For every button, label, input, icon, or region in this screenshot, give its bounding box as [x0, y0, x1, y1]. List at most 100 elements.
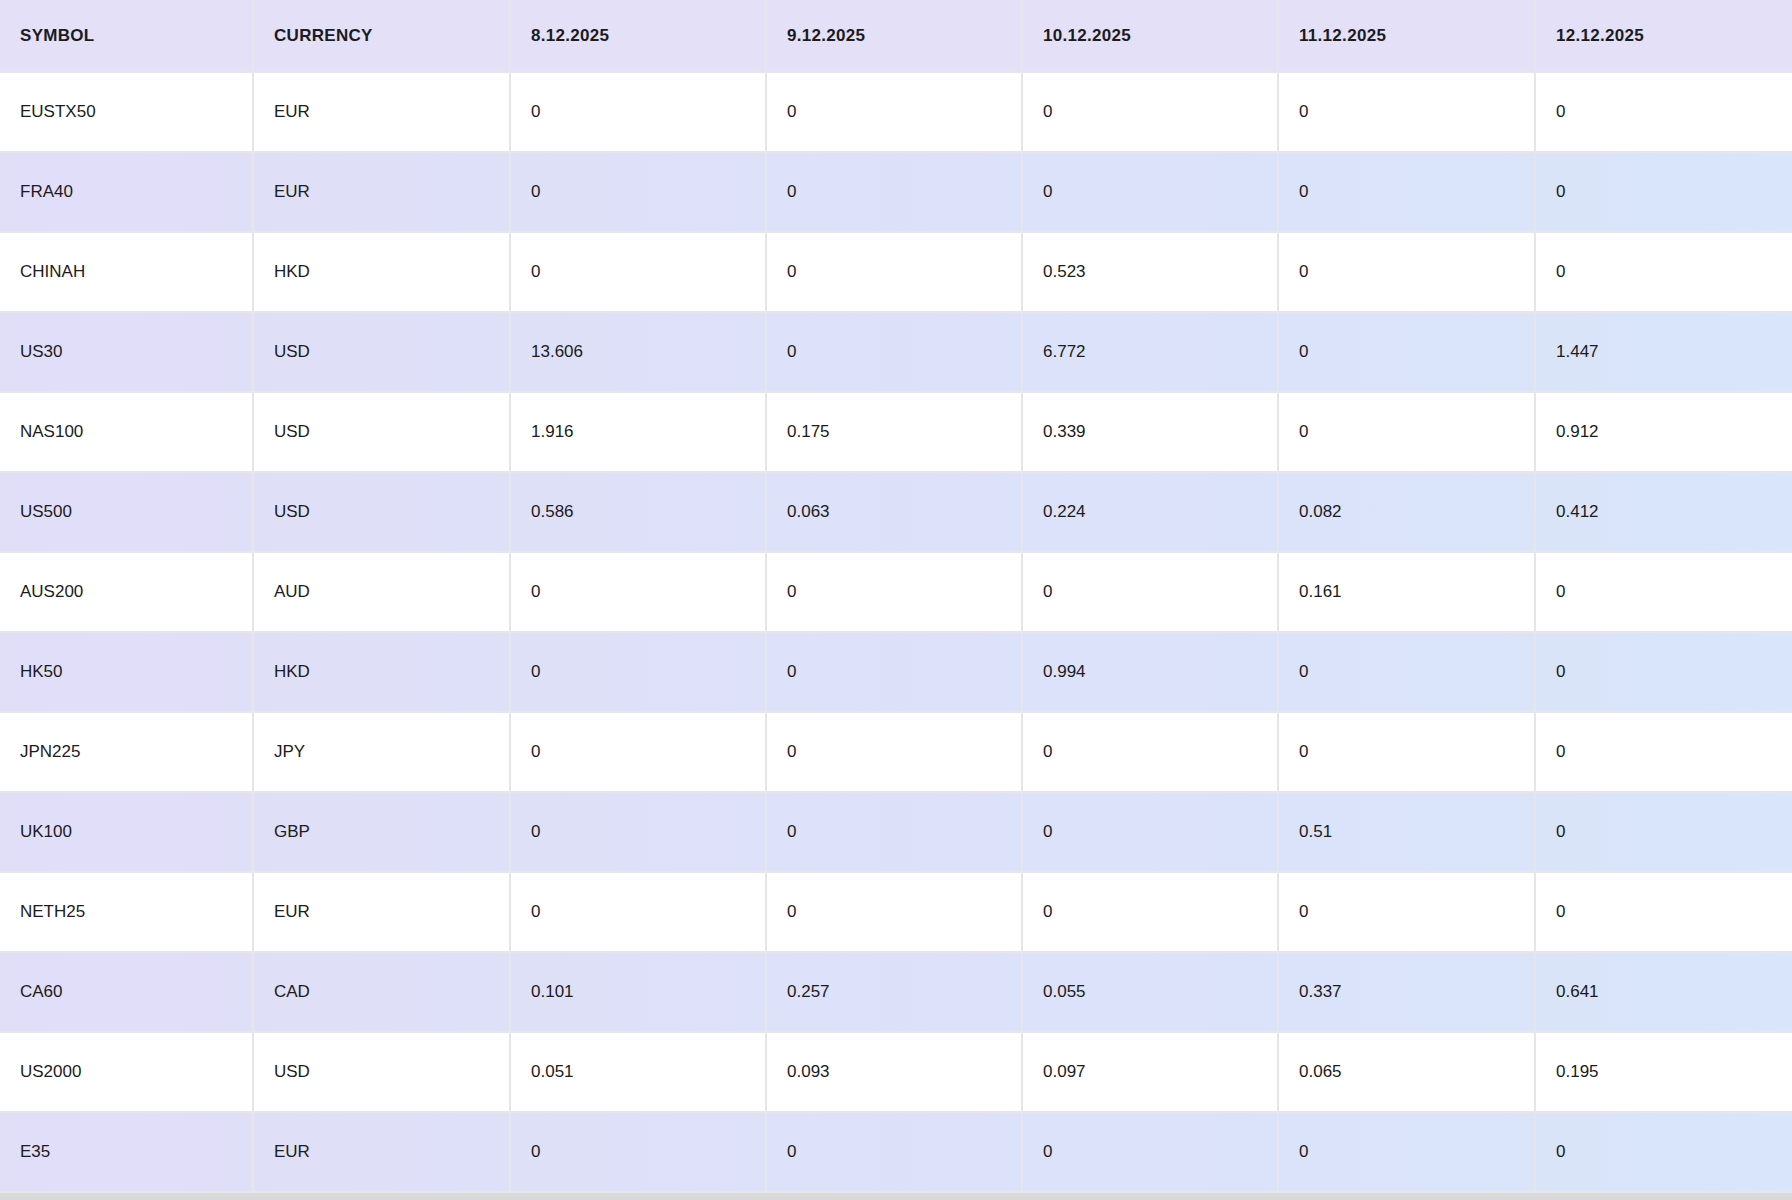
value-cell: 0: [1535, 632, 1792, 712]
currency-cell: HKD: [253, 232, 510, 312]
value-cell: 0: [766, 1112, 1022, 1192]
table-row: NAS100USD1.9160.1750.33900.912: [0, 392, 1792, 472]
symbol-cell: CHINAH: [0, 232, 253, 312]
table-row: JPN225JPY00000: [0, 712, 1792, 792]
symbol-cell: JPN225: [0, 712, 253, 792]
currency-cell: HKD: [253, 632, 510, 712]
value-cell: 0: [510, 712, 766, 792]
value-cell: 0: [510, 872, 766, 952]
symbol-cell: UK100: [0, 792, 253, 872]
value-cell: 1.916: [510, 392, 766, 472]
table-body: EUSTX50EUR00000FRA40EUR00000CHINAHHKD000…: [0, 72, 1792, 1192]
currency-cell: AUD: [253, 552, 510, 632]
value-cell: 0: [1022, 1112, 1278, 1192]
column-header-currency: CURRENCY: [253, 0, 510, 72]
value-cell: 0: [510, 552, 766, 632]
table-row: CHINAHHKD000.52300: [0, 232, 1792, 312]
value-cell: 0.339: [1022, 392, 1278, 472]
value-cell: 0.065: [1278, 1032, 1535, 1112]
value-cell: 0: [1278, 312, 1535, 392]
value-cell: 0.101: [510, 952, 766, 1032]
symbol-cell: FRA40: [0, 152, 253, 232]
value-cell: 0.337: [1278, 952, 1535, 1032]
table-row: US30USD13.60606.77201.447: [0, 312, 1792, 392]
value-cell: 0.257: [766, 952, 1022, 1032]
value-cell: 0: [1022, 712, 1278, 792]
value-cell: 0.055: [1022, 952, 1278, 1032]
value-cell: 0: [1022, 72, 1278, 152]
currency-cell: USD: [253, 312, 510, 392]
symbol-cell: US30: [0, 312, 253, 392]
symbol-cell: AUS200: [0, 552, 253, 632]
currency-cell: CAD: [253, 952, 510, 1032]
value-cell: 0: [1278, 872, 1535, 952]
value-cell: 0: [510, 632, 766, 712]
value-cell: 0: [766, 312, 1022, 392]
bottom-edge: [0, 1193, 1792, 1200]
symbol-cell: NAS100: [0, 392, 253, 472]
table-row: NETH25EUR00000: [0, 872, 1792, 952]
value-cell: 0: [1022, 872, 1278, 952]
symbol-cell: HK50: [0, 632, 253, 712]
currency-cell: GBP: [253, 792, 510, 872]
value-cell: 0.523: [1022, 232, 1278, 312]
value-cell: 0.097: [1022, 1032, 1278, 1112]
value-cell: 0: [1278, 1112, 1535, 1192]
column-header-date-2: 9.12.2025: [766, 0, 1022, 72]
value-cell: 0: [510, 1112, 766, 1192]
value-cell: 0: [1535, 552, 1792, 632]
value-cell: 6.772: [1022, 312, 1278, 392]
table-row: US500USD0.5860.0630.2240.0820.412: [0, 472, 1792, 552]
value-cell: 0: [1535, 792, 1792, 872]
value-cell: 0: [766, 72, 1022, 152]
value-cell: 0: [766, 152, 1022, 232]
column-header-date-4: 11.12.2025: [1278, 0, 1535, 72]
value-cell: 0.195: [1535, 1032, 1792, 1112]
symbol-cell: US500: [0, 472, 253, 552]
value-cell: 0.412: [1535, 472, 1792, 552]
symbol-cell: NETH25: [0, 872, 253, 952]
value-cell: 0.912: [1535, 392, 1792, 472]
symbol-cell: E35: [0, 1112, 253, 1192]
value-cell: 0: [510, 72, 766, 152]
value-cell: 0.175: [766, 392, 1022, 472]
currency-cell: USD: [253, 392, 510, 472]
value-cell: 0: [1535, 872, 1792, 952]
currency-cell: EUR: [253, 152, 510, 232]
value-cell: 0.586: [510, 472, 766, 552]
currency-cell: USD: [253, 472, 510, 552]
column-header-date-5: 12.12.2025: [1535, 0, 1792, 72]
value-cell: 0.994: [1022, 632, 1278, 712]
value-cell: 0.063: [766, 472, 1022, 552]
value-cell: 0: [1278, 712, 1535, 792]
value-cell: 0: [766, 552, 1022, 632]
currency-cell: JPY: [253, 712, 510, 792]
value-cell: 0: [510, 792, 766, 872]
column-header-symbol: SYMBOL: [0, 0, 253, 72]
currency-cell: EUR: [253, 872, 510, 952]
symbol-cell: EUSTX50: [0, 72, 253, 152]
value-cell: 0.161: [1278, 552, 1535, 632]
value-cell: 0: [510, 232, 766, 312]
value-cell: 0: [766, 712, 1022, 792]
symbol-rates-table: SYMBOL CURRENCY 8.12.2025 9.12.2025 10.1…: [0, 0, 1792, 1193]
value-cell: 13.606: [510, 312, 766, 392]
value-cell: 0.093: [766, 1032, 1022, 1112]
currency-cell: EUR: [253, 1112, 510, 1192]
value-cell: 0: [1022, 152, 1278, 232]
table-row: EUSTX50EUR00000: [0, 72, 1792, 152]
value-cell: 0: [1278, 72, 1535, 152]
value-cell: 0: [1535, 72, 1792, 152]
column-header-date-3: 10.12.2025: [1022, 0, 1278, 72]
value-cell: 0: [1278, 632, 1535, 712]
header-row: SYMBOL CURRENCY 8.12.2025 9.12.2025 10.1…: [0, 0, 1792, 72]
value-cell: 0.082: [1278, 472, 1535, 552]
value-cell: 0: [1535, 712, 1792, 792]
value-cell: 0.641: [1535, 952, 1792, 1032]
currency-cell: EUR: [253, 72, 510, 152]
value-cell: 0: [1278, 152, 1535, 232]
value-cell: 0: [766, 232, 1022, 312]
table-row: HK50HKD000.99400: [0, 632, 1792, 712]
value-cell: 0: [766, 872, 1022, 952]
table-row: UK100GBP0000.510: [0, 792, 1792, 872]
